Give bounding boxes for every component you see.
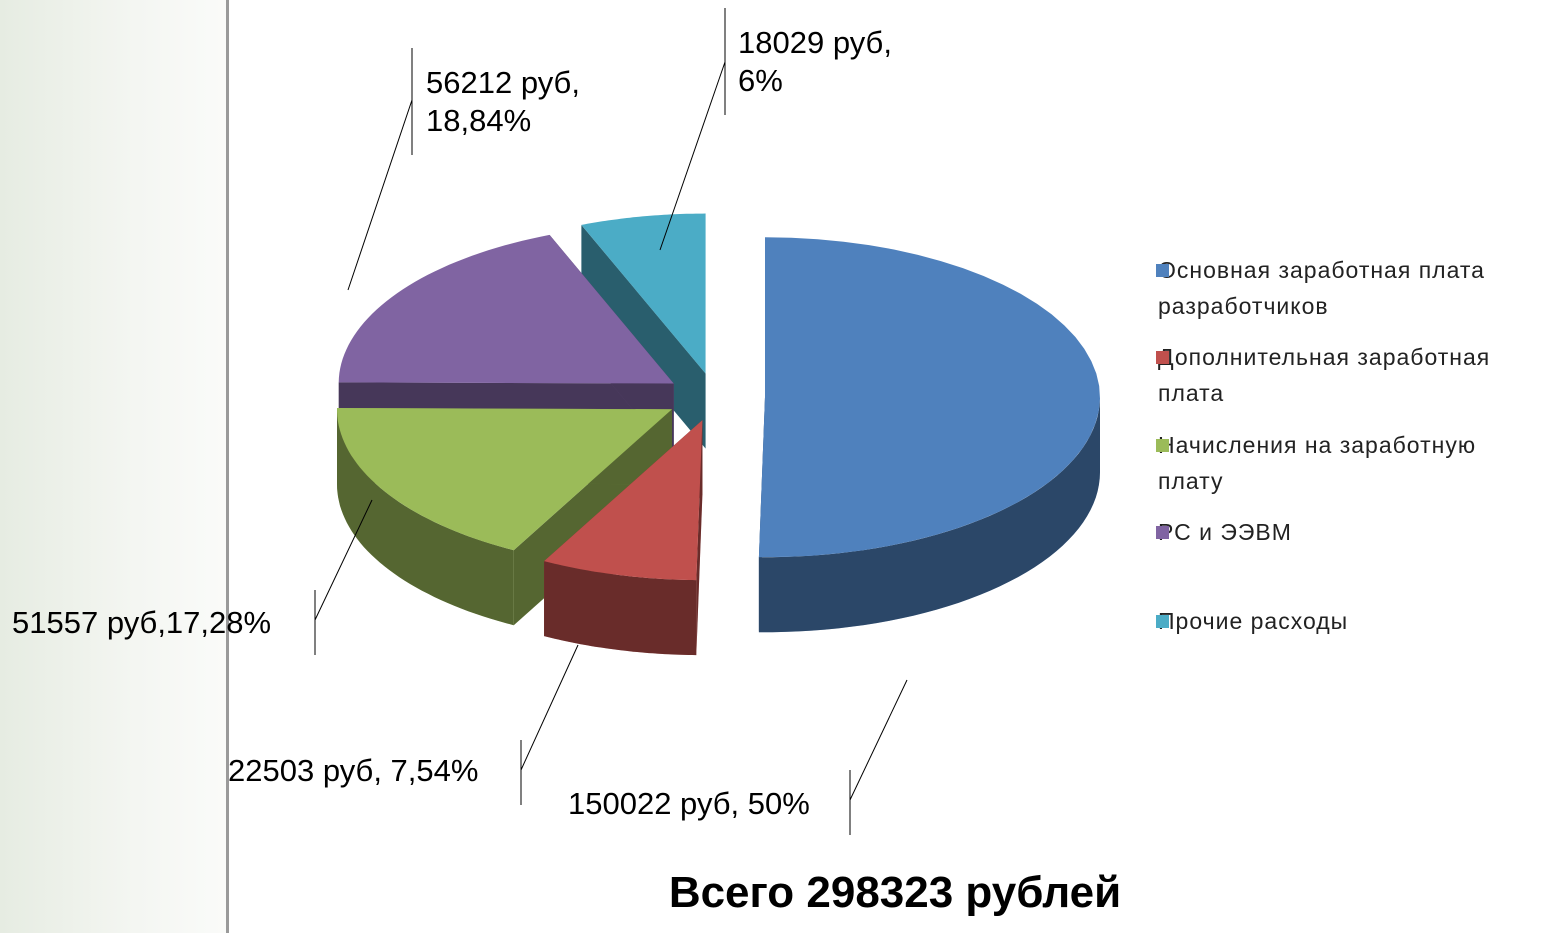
legend-swatch: [1156, 526, 1169, 539]
leader-line: [659, 61, 726, 251]
legend-label: Начисления на заработную плату: [1158, 432, 1477, 494]
leader-line: [314, 499, 373, 621]
divider: [226, 0, 229, 933]
slice-rim-shade: [758, 397, 1100, 633]
legend-label: Прочие расходы: [1158, 608, 1349, 634]
chart-title: Всего 298323 рублей: [668, 868, 1122, 917]
legend-item: Дополнительная заработная плата: [1156, 339, 1548, 411]
slice-rim: [544, 561, 697, 656]
slice-wall: [581, 224, 706, 449]
pie-slice: [337, 408, 673, 626]
side-panel: [0, 0, 226, 933]
legend-swatch: [1156, 264, 1169, 277]
slice-top: [337, 408, 673, 551]
leader-line: [849, 679, 908, 801]
legend-label: Дополнительная заработная плата: [1158, 344, 1491, 406]
legend-item: Основная заработная плата разработчиков: [1156, 252, 1548, 324]
pie-slice: [758, 237, 1100, 633]
legend-swatch: [1156, 439, 1169, 452]
leader-line: [520, 644, 579, 771]
data-label: 51557 руб,17,28%: [12, 605, 272, 640]
slice-rim-shade: [544, 561, 697, 656]
data-label: 150022 руб, 50%: [568, 786, 810, 821]
data-label: 56212 руб, 18,84%: [426, 65, 580, 138]
legend-item: Начисления на заработную плату: [1156, 427, 1548, 499]
data-label: 22503 руб, 7,54%: [228, 753, 479, 788]
slice-rim: [337, 409, 514, 626]
slice-top: [581, 213, 706, 374]
slice-wall-shade: [581, 224, 706, 449]
legend-swatch: [1156, 351, 1169, 364]
slice-top: [758, 237, 1100, 558]
leader-line: [347, 99, 413, 291]
slice-top: [544, 420, 703, 581]
legend-item: Прочие расходы: [1156, 603, 1548, 639]
pie-slice: [581, 213, 706, 449]
legend-label: РС и ЭЭВМ: [1158, 519, 1292, 545]
slice-rim-shade: [337, 409, 514, 626]
slice-rim: [758, 397, 1100, 633]
legend-swatch: [1156, 615, 1169, 628]
slice-top: [338, 234, 674, 384]
data-label: 18029 руб, 6%: [738, 25, 892, 98]
pie-slice: [544, 420, 703, 656]
legend-label: Основная заработная плата разработчиков: [1158, 257, 1485, 319]
legend-item: РС и ЭЭВМ: [1156, 514, 1548, 550]
